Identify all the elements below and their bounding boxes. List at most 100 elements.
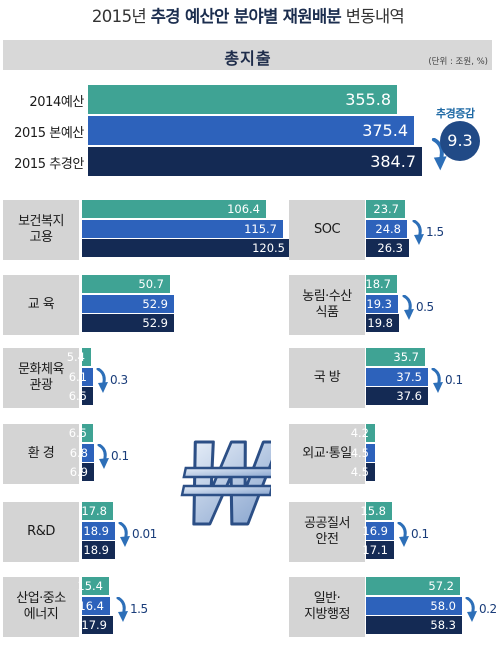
sector-bar: 15.8 bbox=[360, 502, 392, 520]
sector-bar-value: 4.5 bbox=[350, 465, 369, 479]
sector-bar-value: 58.3 bbox=[430, 618, 456, 632]
sector-bar-value: 37.6 bbox=[396, 389, 422, 403]
sector-bar-value: 50.7 bbox=[138, 277, 164, 291]
sector-increase-arrow bbox=[431, 368, 443, 393]
sector-bar: 23.7 bbox=[366, 200, 405, 218]
sector-bar: 18.7 bbox=[365, 275, 397, 293]
sector-bar-value: 18.7 bbox=[365, 277, 391, 291]
sector-bar-value: 15.4 bbox=[77, 579, 103, 593]
sector-increase-value: 1.5 bbox=[130, 602, 148, 616]
sector-bar-value: 24.8 bbox=[375, 222, 401, 236]
increase-title: 추경증감 bbox=[436, 107, 475, 120]
sector-increase-arrow bbox=[96, 368, 108, 393]
sector-bar-value: 15.8 bbox=[360, 504, 386, 518]
sector-increase-value: 0.1 bbox=[111, 449, 129, 463]
sector-increase-value: 0.1 bbox=[411, 527, 429, 541]
sector-label: 문화체육 관광 bbox=[3, 348, 79, 408]
total-bar-value: 375.4 bbox=[362, 121, 408, 140]
sector-increase-arrow bbox=[116, 597, 128, 622]
sector-bar: 16.9 bbox=[362, 522, 394, 540]
sector-bar: 4.5 bbox=[351, 444, 375, 462]
sector-increase-value: 0.01 bbox=[132, 527, 157, 541]
won-sign-icon bbox=[180, 440, 271, 526]
sector-label: 교 육 bbox=[3, 275, 79, 335]
sector-bar-value: 35.7 bbox=[393, 350, 419, 364]
total-bar: 384.7 bbox=[88, 147, 422, 176]
sector-increase-arrow bbox=[97, 444, 109, 469]
total-header-band bbox=[3, 40, 492, 70]
sector-bar: 57.2 bbox=[366, 577, 460, 595]
sector-bar-value: 23.7 bbox=[373, 202, 399, 216]
sector-bar: 17.9 bbox=[81, 616, 113, 634]
sector-bar: 58.0 bbox=[366, 597, 462, 615]
chart-title: 2015년 추경 예산안 분야별 재원배분 변동내역 bbox=[0, 3, 496, 27]
sector-increase-value: 1.5 bbox=[426, 225, 444, 239]
sector-bar-value: 26.3 bbox=[377, 241, 403, 255]
sector-bar-value: 120.5 bbox=[252, 241, 285, 255]
sector-bar: 16.4 bbox=[78, 597, 110, 615]
sector-bar: 52.9 bbox=[82, 314, 174, 332]
sector-bar: 106.4 bbox=[82, 200, 266, 218]
sector-bar-value: 17.9 bbox=[81, 618, 107, 632]
sector-increase-arrow bbox=[402, 295, 414, 320]
sector-increase-value: 0.3 bbox=[110, 373, 128, 387]
sector-bar-value: 37.5 bbox=[396, 370, 422, 384]
sector-bar: 19.8 bbox=[366, 314, 399, 332]
sector-bar: 18.9 bbox=[82, 541, 115, 559]
sector-bar-value: 106.4 bbox=[227, 202, 260, 216]
sector-label: R&D bbox=[3, 502, 79, 562]
sector-bar: 4.5 bbox=[351, 463, 375, 481]
sector-bar: 5.4 bbox=[67, 348, 91, 366]
sector-bar-value: 58.0 bbox=[430, 599, 456, 613]
sector-label: 국 방 bbox=[289, 348, 365, 408]
total-header-label: 총지출 bbox=[224, 49, 272, 68]
sector-bar-value: 16.4 bbox=[78, 599, 104, 613]
sector-bar-value: 6.5 bbox=[68, 389, 87, 403]
sector-bar: 6.9 bbox=[70, 463, 94, 481]
sector-label: 농림·수산 식품 bbox=[289, 275, 365, 335]
sector-increase-arrow bbox=[397, 522, 409, 547]
sector-bar-value: 4.5 bbox=[350, 446, 369, 460]
sector-bar: 37.5 bbox=[366, 368, 428, 386]
sector-increase-value: 0.5 bbox=[416, 300, 434, 314]
sector-bar: 17.1 bbox=[362, 541, 394, 559]
sector-bar: 6.5 bbox=[69, 424, 93, 442]
sector-bar-value: 19.3 bbox=[366, 297, 392, 311]
sector-bar-value: 6.9 bbox=[69, 465, 88, 479]
sector-bar-value: 52.9 bbox=[142, 297, 168, 311]
sector-label: 외교·통일 bbox=[289, 424, 365, 484]
sector-label: 환 경 bbox=[3, 424, 79, 484]
sector-bar: 19.3 bbox=[366, 295, 398, 313]
sector-bar-value: 6.8 bbox=[69, 446, 88, 460]
sector-bar-value: 19.8 bbox=[367, 316, 393, 330]
sector-bar: 6.1 bbox=[69, 368, 93, 386]
sector-bar: 115.7 bbox=[82, 220, 283, 238]
total-bar-value: 355.8 bbox=[345, 90, 391, 109]
total-increase-badge: 9.3 bbox=[440, 121, 480, 161]
sector-bar: 15.4 bbox=[77, 577, 109, 595]
sector-bar-value: 16.9 bbox=[362, 524, 388, 538]
sector-bar-value: 52.9 bbox=[142, 316, 168, 330]
title-year: 2015년 bbox=[91, 7, 147, 26]
title-bold: 추경 예산안 분야별 재원배분 bbox=[150, 7, 342, 26]
sector-bar: 4.2 bbox=[351, 424, 375, 442]
sector-increase-arrow bbox=[118, 522, 130, 547]
sector-bar-value: 115.7 bbox=[244, 222, 277, 236]
total-category-label: 2015 본예산 bbox=[14, 126, 84, 141]
sector-bar: 24.8 bbox=[366, 220, 407, 238]
sector-bar-value: 17.8 bbox=[81, 504, 107, 518]
sector-bar-value: 6.5 bbox=[68, 426, 87, 440]
total-category-label: 2015 추경안 bbox=[14, 157, 84, 172]
total-bar: 375.4 bbox=[88, 116, 414, 145]
sector-bar-value: 6.1 bbox=[68, 370, 87, 384]
sector-bar-value: 18.9 bbox=[83, 543, 109, 557]
sector-bar-value: 4.2 bbox=[350, 426, 369, 440]
sector-bar: 26.3 bbox=[366, 239, 409, 257]
sector-label: 산업·중소 에너지 bbox=[3, 577, 79, 637]
total-bar: 355.8 bbox=[88, 85, 397, 114]
sector-label: SOC bbox=[289, 200, 365, 260]
sector-bar-value: 5.4 bbox=[66, 350, 85, 364]
sector-bar: 6.8 bbox=[70, 444, 94, 462]
sector-bar: 52.9 bbox=[82, 295, 174, 313]
sector-bar: 120.5 bbox=[82, 239, 291, 257]
